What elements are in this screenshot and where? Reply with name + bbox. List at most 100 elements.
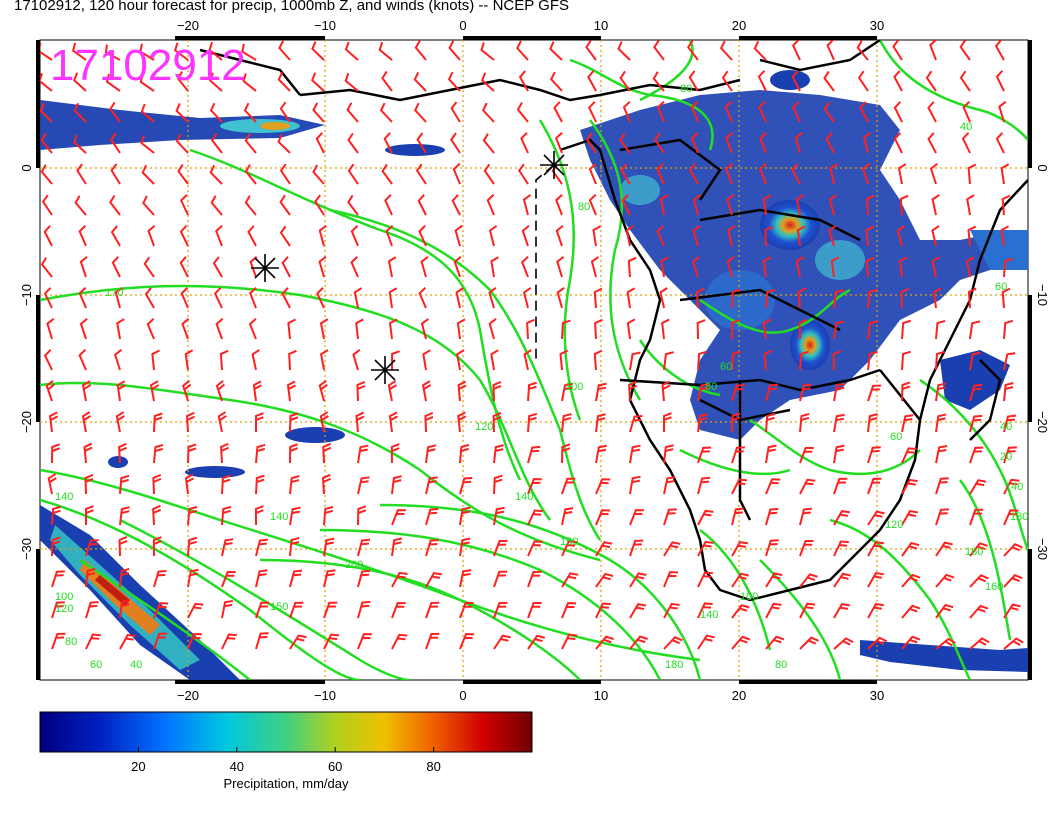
- wind-barb: [85, 601, 99, 619]
- wind-barb: [457, 380, 467, 402]
- contour-label: 100: [740, 591, 758, 603]
- wind-barb: [180, 194, 189, 216]
- lon-tick-label: 10: [594, 18, 608, 33]
- wind-barb: [114, 287, 123, 309]
- wind-barb: [969, 320, 981, 340]
- wind-barb: [187, 633, 202, 650]
- wind-barb: [384, 194, 393, 216]
- wind-barb: [378, 41, 393, 61]
- wind-barb: [959, 40, 971, 61]
- wind-barb: [935, 508, 950, 526]
- wind-barb: [43, 349, 53, 371]
- wind-barb: [697, 602, 713, 619]
- wind-barb: [663, 444, 674, 464]
- wind-barb: [892, 40, 903, 61]
- lon-tick-label: 0: [459, 688, 466, 703]
- wind-barb: [549, 41, 563, 61]
- wind-barb: [322, 442, 332, 464]
- contour-label: 60: [720, 361, 732, 373]
- wind-barb: [289, 443, 299, 464]
- wind-barb: [663, 541, 681, 557]
- wind-barb: [279, 163, 291, 185]
- wind-barb: [660, 256, 669, 278]
- wind-barb: [898, 256, 908, 278]
- wind-barb: [585, 40, 597, 61]
- wind-barb: [556, 256, 565, 278]
- colorbar-tick-label: 60: [328, 759, 342, 774]
- wind-barb: [425, 572, 443, 588]
- wind-barb: [110, 225, 121, 247]
- wind-barb: [391, 633, 408, 650]
- wind-barb: [629, 572, 647, 588]
- wind-barb: [104, 44, 121, 61]
- wind-barb: [795, 256, 804, 278]
- contour-label: 80: [578, 201, 590, 213]
- contour-label: 120: [55, 603, 73, 615]
- colorbar-label: Precipitation, mm/day: [224, 776, 349, 791]
- wind-barb: [833, 540, 849, 557]
- contour-label: 60: [890, 431, 902, 443]
- wind-barb: [796, 225, 806, 247]
- wind-barb: [153, 570, 167, 588]
- lat-tick-label: −20: [1035, 411, 1050, 433]
- wind-barb: [867, 384, 882, 402]
- wind-barb: [828, 194, 838, 216]
- wind-barb: [799, 539, 814, 557]
- lat-ticks-left: 0 −10 −20 −30: [19, 164, 34, 560]
- wind-barb: [281, 256, 291, 278]
- contour-label: 170: [105, 287, 123, 299]
- wind-barb: [833, 289, 844, 309]
- wind-barb: [459, 633, 475, 650]
- wind-barb: [516, 102, 529, 123]
- wind-barb: [184, 473, 195, 495]
- wind-barb: [391, 509, 406, 526]
- wind-barb: [791, 40, 801, 61]
- wind-barb: [85, 567, 96, 588]
- wind-barb: [289, 506, 301, 526]
- wind-barb: [561, 477, 576, 495]
- wind-barb: [111, 256, 121, 278]
- wind-barb: [592, 225, 601, 247]
- wind-barb: [561, 382, 574, 402]
- wind-barb: [221, 633, 237, 650]
- wind-barb: [765, 507, 779, 526]
- wind-barb: [763, 349, 773, 371]
- wind-barb: [286, 380, 297, 402]
- wind-barb: [459, 569, 472, 588]
- wind-barb: [51, 601, 65, 619]
- lon-tick-label: −20: [177, 18, 199, 33]
- wind-barb: [279, 194, 291, 216]
- wind-barb: [595, 509, 611, 526]
- wind-barb: [833, 413, 845, 433]
- wind-barb: [867, 288, 878, 309]
- wind-barb: [931, 194, 940, 216]
- wind-barb: [901, 573, 921, 588]
- wind-barb: [731, 288, 741, 309]
- wind-barb: [391, 602, 406, 619]
- wind-barb: [595, 444, 607, 464]
- contour-label: 80: [65, 636, 77, 648]
- wind-barb: [961, 132, 971, 154]
- wind-barb: [213, 287, 223, 309]
- wind-barb: [480, 42, 495, 61]
- wind-barb: [221, 571, 236, 588]
- wind-barb: [799, 350, 810, 371]
- wind-barb: [40, 102, 53, 123]
- wind-barb: [289, 569, 303, 588]
- wind-barb: [823, 70, 835, 92]
- wind-barb: [242, 73, 257, 92]
- wind-barb: [357, 505, 367, 526]
- wind-barb: [935, 445, 948, 464]
- wind-barb: [187, 505, 198, 526]
- wind-barb: [424, 411, 434, 433]
- wind-barb: [418, 287, 427, 309]
- wind-barb: [865, 194, 875, 216]
- wind-barb: [967, 163, 977, 185]
- wind-barb: [965, 256, 975, 278]
- wind-barb: [49, 411, 59, 433]
- wind-barb: [595, 635, 615, 650]
- wind-barb: [617, 41, 631, 61]
- wind-barb: [179, 256, 189, 278]
- wind-barb: [1003, 382, 1014, 402]
- wind-barb: [175, 133, 189, 154]
